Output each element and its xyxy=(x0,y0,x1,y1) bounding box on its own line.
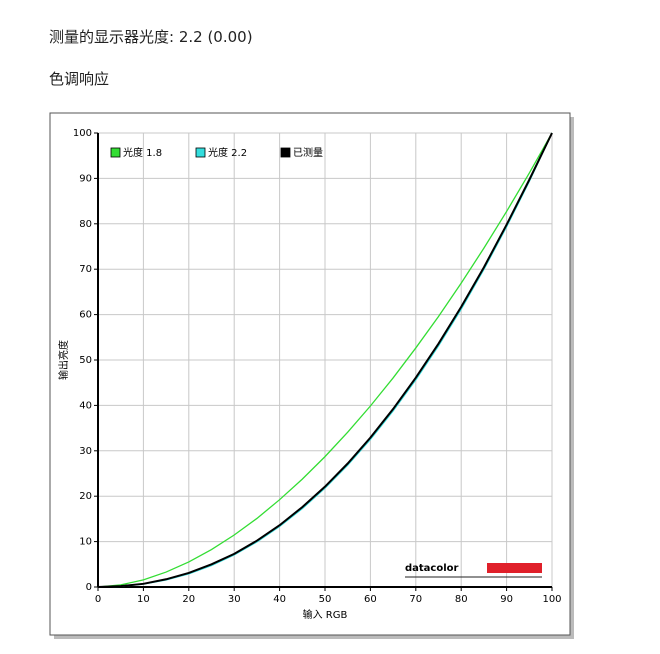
x-tick-label: 70 xyxy=(409,594,422,605)
series-line xyxy=(97,132,553,588)
y-tick-label: 30 xyxy=(79,446,92,457)
y-tick-label: 100 xyxy=(73,128,92,139)
y-tick-label: 10 xyxy=(79,537,92,548)
y-tick-label: 20 xyxy=(79,491,92,502)
legend-label: 光度 2.2 xyxy=(208,146,247,159)
x-tick-label: 90 xyxy=(500,594,513,605)
x-axis-label: 输入 RGB xyxy=(303,608,348,621)
y-tick-label: 80 xyxy=(79,219,92,230)
x-tick-label: 50 xyxy=(319,594,332,605)
page-title: 测量的显示器光度: 2.2 (0.00) xyxy=(49,28,253,46)
legend-label: 光度 1.8 xyxy=(123,146,162,159)
legend-swatch xyxy=(280,147,291,158)
legend-label: 已测量 xyxy=(293,146,323,159)
x-tick-label: 100 xyxy=(542,594,561,605)
frame xyxy=(49,112,571,636)
x-tick-label: 40 xyxy=(273,594,286,605)
legend-swatch xyxy=(195,147,206,158)
logo: datacolor xyxy=(405,563,459,574)
y-tick-label: 50 xyxy=(79,355,92,366)
y-tick-label: 0 xyxy=(86,582,92,593)
y-tick-label: 70 xyxy=(79,264,92,275)
y-tick-label: 60 xyxy=(79,310,92,321)
x-tick-label: 10 xyxy=(137,594,150,605)
logo-bar xyxy=(487,563,542,573)
section-title: 色调响应 xyxy=(49,70,110,88)
x-tick-label: 0 xyxy=(95,594,101,605)
y-axis-label: 输出亮度 xyxy=(57,340,70,380)
y-tick-label: 90 xyxy=(79,173,92,184)
legend-swatch xyxy=(110,147,121,158)
series-line xyxy=(97,132,553,588)
x-tick-label: 20 xyxy=(182,594,195,605)
y-tick-label: 40 xyxy=(79,400,92,411)
x-tick-label: 80 xyxy=(455,594,468,605)
x-tick-label: 30 xyxy=(228,594,241,605)
x-tick-label: 60 xyxy=(364,594,377,605)
